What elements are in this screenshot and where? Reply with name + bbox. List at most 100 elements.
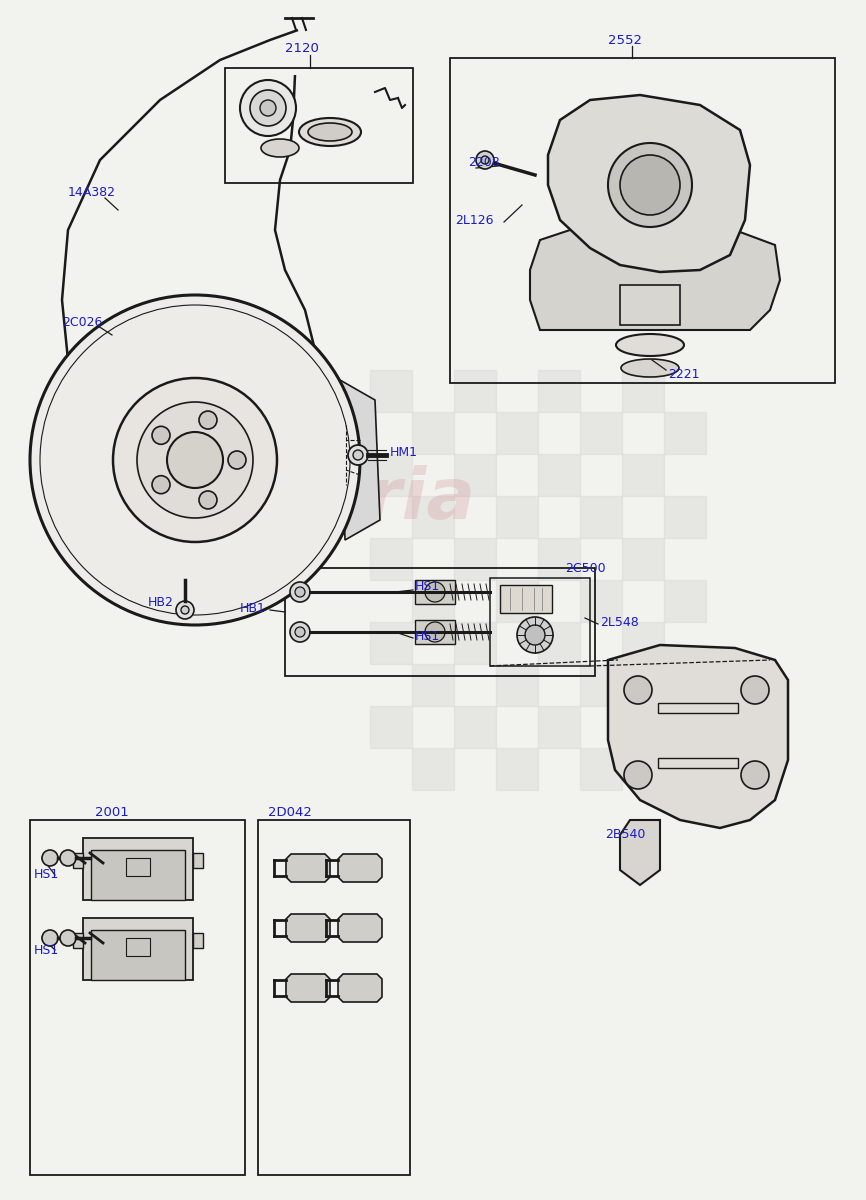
Circle shape xyxy=(481,156,489,164)
Circle shape xyxy=(137,402,253,518)
Circle shape xyxy=(295,626,305,637)
Bar xyxy=(193,853,203,868)
Circle shape xyxy=(476,151,494,169)
Bar xyxy=(580,580,622,622)
Text: Scuderia: Scuderia xyxy=(120,466,476,534)
Circle shape xyxy=(525,625,545,646)
Text: HS1: HS1 xyxy=(34,943,59,956)
Bar xyxy=(412,412,454,454)
Bar xyxy=(454,706,496,748)
Ellipse shape xyxy=(616,334,684,356)
Bar xyxy=(664,412,706,454)
Bar xyxy=(415,580,455,604)
Polygon shape xyxy=(83,838,193,900)
Text: 2552: 2552 xyxy=(608,34,642,47)
Text: 2D042: 2D042 xyxy=(268,805,312,818)
Bar xyxy=(496,748,538,790)
Text: 2B540: 2B540 xyxy=(605,828,645,841)
Polygon shape xyxy=(338,974,382,1002)
Circle shape xyxy=(60,930,76,946)
Circle shape xyxy=(741,676,769,704)
Bar xyxy=(454,622,496,664)
Polygon shape xyxy=(338,914,382,942)
Bar xyxy=(412,748,454,790)
Bar xyxy=(622,370,664,412)
Bar xyxy=(580,664,622,706)
Circle shape xyxy=(290,622,310,642)
Bar xyxy=(454,538,496,580)
Circle shape xyxy=(199,491,217,509)
Polygon shape xyxy=(286,974,330,1002)
Circle shape xyxy=(167,432,223,488)
Circle shape xyxy=(181,606,189,614)
Circle shape xyxy=(250,90,286,126)
Bar xyxy=(258,820,410,1175)
Circle shape xyxy=(42,850,58,866)
Bar xyxy=(73,853,83,868)
Circle shape xyxy=(290,582,310,602)
Bar xyxy=(225,68,413,182)
Polygon shape xyxy=(286,854,330,882)
Bar xyxy=(412,496,454,538)
Bar xyxy=(620,284,680,325)
Polygon shape xyxy=(608,646,788,828)
Polygon shape xyxy=(340,380,380,540)
Bar xyxy=(193,934,203,948)
Circle shape xyxy=(425,622,445,642)
Text: HS1: HS1 xyxy=(415,630,440,642)
Bar xyxy=(490,578,590,666)
Bar xyxy=(622,622,664,664)
Bar xyxy=(580,748,622,790)
Bar xyxy=(538,706,580,748)
Circle shape xyxy=(30,295,360,625)
Circle shape xyxy=(176,601,194,619)
Bar xyxy=(412,580,454,622)
Polygon shape xyxy=(548,95,750,272)
Ellipse shape xyxy=(299,118,361,146)
Text: HS1: HS1 xyxy=(415,580,440,593)
Bar xyxy=(538,538,580,580)
Bar xyxy=(664,748,706,790)
Circle shape xyxy=(624,761,652,790)
Bar xyxy=(126,938,150,956)
Circle shape xyxy=(348,445,368,464)
Circle shape xyxy=(608,143,692,227)
Circle shape xyxy=(517,617,553,653)
Bar xyxy=(30,820,245,1175)
Text: 2208: 2208 xyxy=(468,156,500,168)
Circle shape xyxy=(113,378,277,542)
Polygon shape xyxy=(91,930,185,980)
Text: 2L548: 2L548 xyxy=(600,616,639,629)
Circle shape xyxy=(159,454,171,466)
Ellipse shape xyxy=(261,139,299,157)
Bar xyxy=(73,934,83,948)
Circle shape xyxy=(42,930,58,946)
Text: 2C026: 2C026 xyxy=(62,316,102,329)
Polygon shape xyxy=(530,228,780,330)
Circle shape xyxy=(295,587,305,596)
Bar xyxy=(370,538,412,580)
Bar xyxy=(370,706,412,748)
Circle shape xyxy=(152,475,170,493)
Circle shape xyxy=(240,80,296,136)
Circle shape xyxy=(620,155,680,215)
Bar xyxy=(664,496,706,538)
Bar xyxy=(126,858,150,876)
Circle shape xyxy=(624,676,652,704)
Text: 14A382: 14A382 xyxy=(68,186,116,198)
Bar xyxy=(450,58,835,383)
Bar xyxy=(496,412,538,454)
Text: carparts: carparts xyxy=(120,542,316,588)
Text: 2C500: 2C500 xyxy=(565,562,605,575)
Polygon shape xyxy=(83,918,193,980)
Text: 2L126: 2L126 xyxy=(455,214,494,227)
Bar xyxy=(538,622,580,664)
Text: 2001: 2001 xyxy=(95,805,129,818)
Bar xyxy=(658,703,738,713)
Bar xyxy=(538,454,580,496)
Text: HS1: HS1 xyxy=(34,869,59,882)
Bar xyxy=(370,622,412,664)
Bar xyxy=(285,568,595,676)
Bar xyxy=(500,584,552,613)
Bar xyxy=(496,664,538,706)
